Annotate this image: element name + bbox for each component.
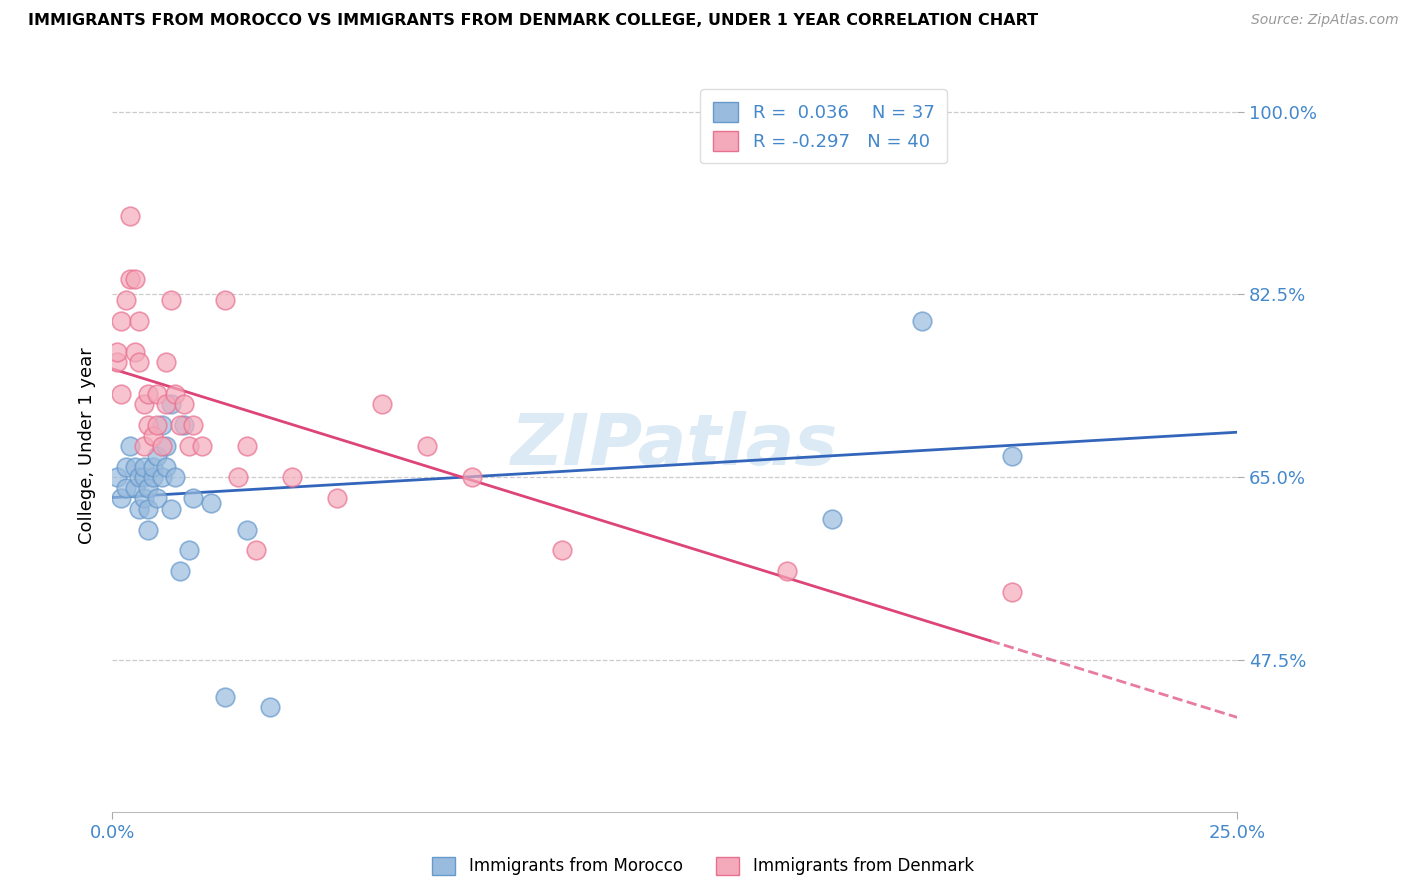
Point [160, 293, 183, 307]
Point [138, 418, 160, 433]
Point [1001, 585, 1024, 599]
Point [105, 470, 128, 484]
Point [416, 439, 439, 453]
Point [461, 470, 484, 484]
Point [124, 481, 146, 495]
Point [200, 496, 222, 510]
Point [821, 512, 844, 526]
Text: Source: ZipAtlas.com: Source: ZipAtlas.com [1251, 13, 1399, 28]
Point [128, 355, 150, 369]
Point [228, 470, 250, 484]
Point [105, 345, 128, 359]
Point [138, 481, 160, 495]
Point [214, 690, 236, 704]
Point [150, 470, 173, 484]
Point [110, 313, 132, 327]
Point [128, 313, 150, 327]
Point [128, 501, 150, 516]
Point [142, 428, 165, 442]
Point [177, 439, 200, 453]
Point [160, 397, 183, 411]
Legend: R =  0.036    N = 37, R = -0.297   N = 40: R = 0.036 N = 37, R = -0.297 N = 40 [700, 89, 948, 163]
Point [142, 470, 165, 484]
Point [132, 470, 155, 484]
Point [183, 418, 205, 433]
Point [155, 439, 177, 453]
Point [138, 386, 160, 401]
Point [169, 565, 191, 579]
Point [124, 459, 146, 474]
Point [110, 386, 132, 401]
Point [115, 459, 138, 474]
Point [120, 439, 142, 453]
Point [259, 700, 281, 714]
Point [169, 418, 191, 433]
Point [132, 459, 155, 474]
Point [173, 397, 195, 411]
Point [105, 355, 128, 369]
Y-axis label: College, Under 1 year: College, Under 1 year [77, 348, 96, 544]
Point [150, 439, 173, 453]
Text: IMMIGRANTS FROM MOROCCO VS IMMIGRANTS FROM DENMARK COLLEGE, UNDER 1 YEAR CORRELA: IMMIGRANTS FROM MOROCCO VS IMMIGRANTS FR… [28, 13, 1038, 29]
Point [245, 543, 267, 558]
Point [191, 439, 214, 453]
Point [138, 523, 160, 537]
Point [165, 470, 187, 484]
Point [177, 543, 200, 558]
Point [911, 313, 934, 327]
Point [138, 501, 160, 516]
Point [326, 491, 349, 506]
Point [124, 272, 146, 286]
Point [281, 470, 304, 484]
Point [173, 418, 195, 433]
Point [371, 397, 394, 411]
Point [128, 470, 150, 484]
Point [155, 355, 177, 369]
Point [124, 345, 146, 359]
Point [155, 397, 177, 411]
Point [155, 459, 177, 474]
Legend: Immigrants from Morocco, Immigrants from Denmark: Immigrants from Morocco, Immigrants from… [423, 848, 983, 884]
Point [146, 386, 169, 401]
Point [183, 491, 205, 506]
Point [150, 418, 173, 433]
Text: ZIPatlas: ZIPatlas [512, 411, 838, 481]
Point [146, 491, 169, 506]
Point [776, 565, 799, 579]
Point [160, 501, 183, 516]
Point [132, 491, 155, 506]
Point [142, 459, 165, 474]
Point [115, 481, 138, 495]
Point [146, 418, 169, 433]
Point [551, 543, 574, 558]
Point [165, 386, 187, 401]
Point [214, 293, 236, 307]
Point [120, 272, 142, 286]
Point [132, 397, 155, 411]
Point [115, 293, 138, 307]
Point [236, 523, 259, 537]
Point [146, 450, 169, 464]
Point [132, 439, 155, 453]
Point [110, 491, 132, 506]
Point [120, 209, 142, 223]
Point [1001, 450, 1024, 464]
Point [236, 439, 259, 453]
